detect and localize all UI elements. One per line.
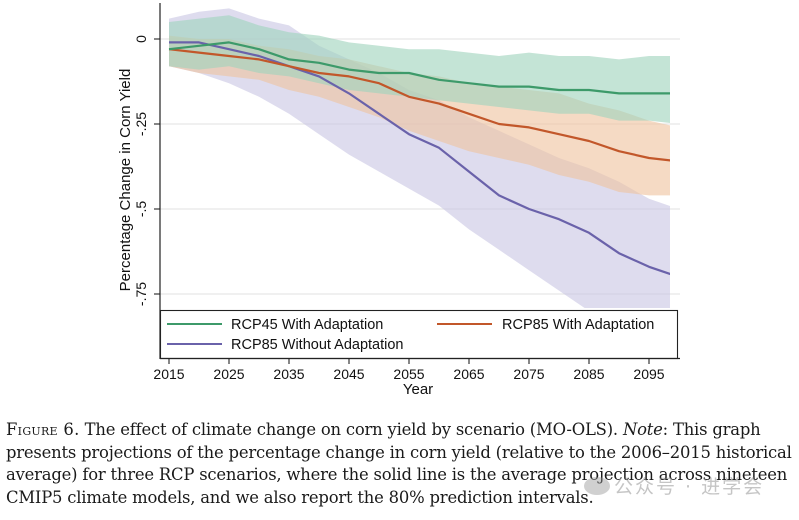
band-rcp45-adapt [169,15,670,123]
legend-label-rcp45-adapt: RCP45 With Adaptation [231,317,383,333]
note-text: : This graph presents projections of the… [6,420,792,507]
prediction-bands [169,8,670,308]
x-tick-label: 2095 [633,366,664,382]
line-rcp85-adapt [168,48,670,162]
legend-label-rcp85-noadapt: RCP85 Without Adaptation [231,337,404,353]
x-tick-label: 2025 [213,366,244,382]
note-label: Note [622,420,663,439]
watermark-text: 公众号 · 进学会 [614,476,765,498]
x-tick-label: 2015 [153,366,184,382]
legend: RCP45 With Adaptation RCP85 With Adaptat… [159,309,679,360]
x-tick-label: 2085 [573,366,604,382]
wechat-icon [584,477,610,495]
figure-caption: Figure 6. The effect of climate change o… [6,419,798,509]
y-tick-label: -.25 [133,112,149,136]
y-axis-title: Percentage Change in Corn Yield [117,69,134,292]
line-rcp45-adapt [168,41,670,95]
x-axis-ticks: 2015 2025 2035 2045 2055 2065 2075 2085 2095 [153,358,665,382]
y-tick-label: -.5 [133,201,149,218]
series-lines [168,41,670,276]
figure-title: The effect of climate change on corn yie… [79,420,623,439]
line-rcp85-noadapt [169,41,670,276]
y-tick-label: -.75 [133,282,149,306]
legend-label-rcp85-adapt: RCP85 With Adaptation [502,317,654,333]
watermark: 公众号 · 进学会 [584,472,764,499]
x-tick-label: 2045 [333,366,364,382]
legend-box [159,309,679,360]
x-tick-label: 2055 [393,366,424,382]
x-tick-label: 2065 [453,366,484,382]
x-axis-title: Year [403,381,433,398]
figure-label: Figure 6. [6,420,80,439]
y-tick-label: 0 [133,35,149,43]
y-axis-ticks: 0 -.25 -.5 -.75 [133,35,160,306]
x-tick-label: 2035 [273,366,304,382]
x-tick-label: 2075 [513,366,544,382]
chart: 0 -.25 -.5 -.75 RCP45 With Adaptation RCP85… [117,3,680,398]
